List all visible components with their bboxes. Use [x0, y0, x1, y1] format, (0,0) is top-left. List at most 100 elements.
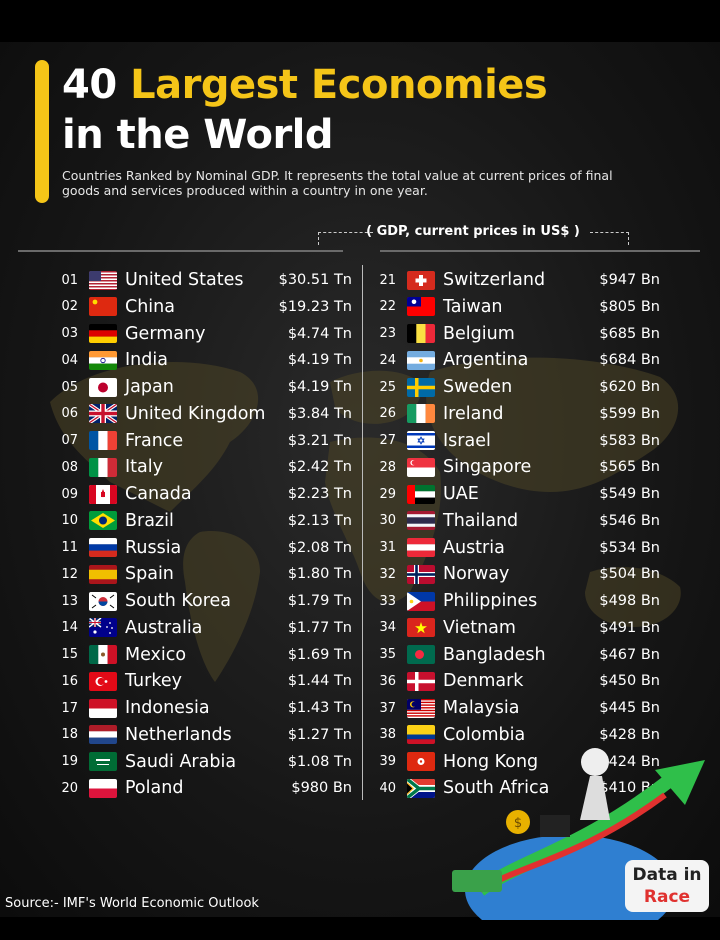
table-row: 16 Turkey $1.44 Tn	[52, 668, 352, 694]
table-row: 35 Bangladesh $467 Bn	[370, 642, 660, 668]
gdp-value: $3.84 Tn	[287, 405, 352, 422]
flag-icon-ca	[89, 484, 117, 504]
rank-number: 22	[379, 299, 396, 315]
table-row: 21 Switzerland $947 Bn	[370, 267, 660, 293]
flag-icon-jp	[89, 377, 117, 397]
rank-number: 24	[379, 352, 396, 368]
subtitle: Countries Ranked by Nominal GDP. It repr…	[62, 168, 613, 198]
rank-number: 01	[61, 272, 78, 288]
table-row: 19 Saudi Arabia $1.08 Tn	[52, 749, 352, 775]
country-name: Spain	[125, 564, 174, 585]
table-row: 32 Norway $504 Bn	[370, 561, 660, 587]
rank-number: 04	[61, 352, 78, 368]
gdp-value: $565 Bn	[599, 459, 660, 476]
gdp-value: $1.08 Tn	[287, 753, 352, 770]
flag-icon-hk	[407, 752, 435, 771]
flag-icon-ae	[407, 484, 435, 504]
rank-number: 36	[379, 673, 396, 689]
table-row: 12 Spain $1.80 Tn	[52, 561, 352, 587]
gdp-value: $546 Bn	[599, 512, 660, 529]
table-row: 02 China $19.23 Tn	[52, 294, 352, 320]
table-row: 24 Argentina $684 Bn	[370, 347, 660, 373]
table-row: 28 Singapore $565 Bn	[370, 454, 660, 480]
flag-icon-za	[407, 778, 435, 798]
table-row: 20 Poland $980 Bn	[52, 775, 352, 801]
gdp-value: $428 Bn	[599, 726, 660, 743]
rank-number: 03	[61, 326, 78, 341]
flag-icon-us	[89, 270, 117, 290]
flag-icon-vn	[407, 618, 435, 638]
rank-number: 08	[61, 459, 78, 475]
table-row: 13 South Korea $1.79 Tn	[52, 588, 352, 614]
rank-number: 02	[61, 299, 78, 315]
column-divider	[362, 265, 363, 800]
gdp-value: $424 Bn	[599, 753, 660, 770]
rank-number: 26	[379, 406, 396, 422]
svg-text:$: $	[514, 816, 522, 831]
country-name: Thailand	[443, 510, 519, 531]
flag-icon-pl	[89, 778, 117, 798]
country-name: China	[125, 296, 175, 317]
rank-number: 19	[61, 754, 78, 769]
table-row: 01 United States $30.51 Tn	[52, 267, 352, 293]
gdp-value: $19.23 Tn	[278, 298, 352, 315]
table-row: 26 Ireland $599 Bn	[370, 401, 660, 427]
table-row: 10 Brazil $2.13 Tn	[52, 508, 352, 534]
rank-number: 29	[379, 486, 396, 502]
flag-icon-ph	[407, 591, 435, 611]
gdp-value: $2.23 Tn	[287, 486, 352, 502]
country-name: Australia	[125, 617, 203, 638]
table-row: 18 Netherlands $1.27 Tn	[52, 722, 352, 748]
gdp-value: $2.13 Tn	[287, 512, 352, 529]
gdp-value: $1.27 Tn	[287, 726, 352, 743]
gdp-value: $534 Bn	[599, 539, 660, 556]
rank-number: 38	[379, 727, 396, 743]
flag-icon-tw	[407, 297, 435, 317]
country-name: Sweden	[443, 377, 513, 397]
country-name: Taiwan	[443, 296, 503, 317]
rank-number: 06	[61, 406, 78, 422]
flag-icon-in	[89, 350, 117, 370]
rank-number: 17	[61, 700, 78, 716]
gdp-value: $1.80 Tn	[287, 566, 352, 583]
table-row: 03 Germany $4.74 Tn	[52, 321, 352, 347]
table-row: 27 Israel $583 Bn	[370, 428, 660, 454]
flag-icon-gb	[89, 404, 117, 424]
gdp-value: $1.77 Tn	[287, 619, 352, 636]
country-name: Canada	[125, 484, 192, 504]
page-title: 40 Largest Economies in the World	[62, 60, 548, 160]
table-row: 14 Australia $1.77 Tn	[52, 615, 352, 641]
flag-icon-be	[407, 324, 435, 343]
table-row: 07 France $3.21 Tn	[52, 428, 352, 454]
country-name: India	[125, 350, 168, 371]
unit-bracket-right	[590, 232, 629, 245]
gdp-value: $684 Bn	[599, 352, 660, 369]
flag-icon-sg	[407, 457, 435, 477]
flag-icon-il	[407, 431, 435, 450]
flag-icon-ie	[407, 404, 435, 424]
country-name: Japan	[125, 377, 174, 397]
gdp-value: $620 Bn	[599, 379, 660, 395]
flag-icon-ar	[407, 350, 435, 370]
rank-number: 34	[379, 620, 396, 636]
unit-bracket-left	[318, 232, 373, 245]
flag-icon-cn	[89, 297, 117, 317]
flag-icon-de	[89, 324, 117, 343]
rank-number: 16	[61, 673, 78, 689]
table-row: 22 Taiwan $805 Bn	[370, 294, 660, 320]
rank-number: 28	[379, 459, 396, 475]
gdp-value: $685 Bn	[599, 325, 660, 342]
rank-number: 10	[61, 513, 78, 529]
flag-icon-br	[89, 511, 117, 531]
table-row: 39 Hong Kong $424 Bn	[370, 749, 660, 775]
table-row: 38 Colombia $428 Bn	[370, 722, 660, 748]
country-name: Italy	[125, 457, 163, 478]
table-row: 05 Japan $4.19 Tn	[52, 374, 352, 400]
gdp-value: $549 Bn	[599, 486, 660, 502]
rank-number: 20	[61, 780, 78, 796]
country-name: Netherlands	[125, 724, 232, 745]
flag-icon-fr	[89, 431, 117, 450]
rank-number: 05	[61, 379, 78, 395]
flag-icon-bd	[407, 645, 435, 664]
source-note: Source:- IMF's World Economic Outlook	[5, 896, 259, 911]
